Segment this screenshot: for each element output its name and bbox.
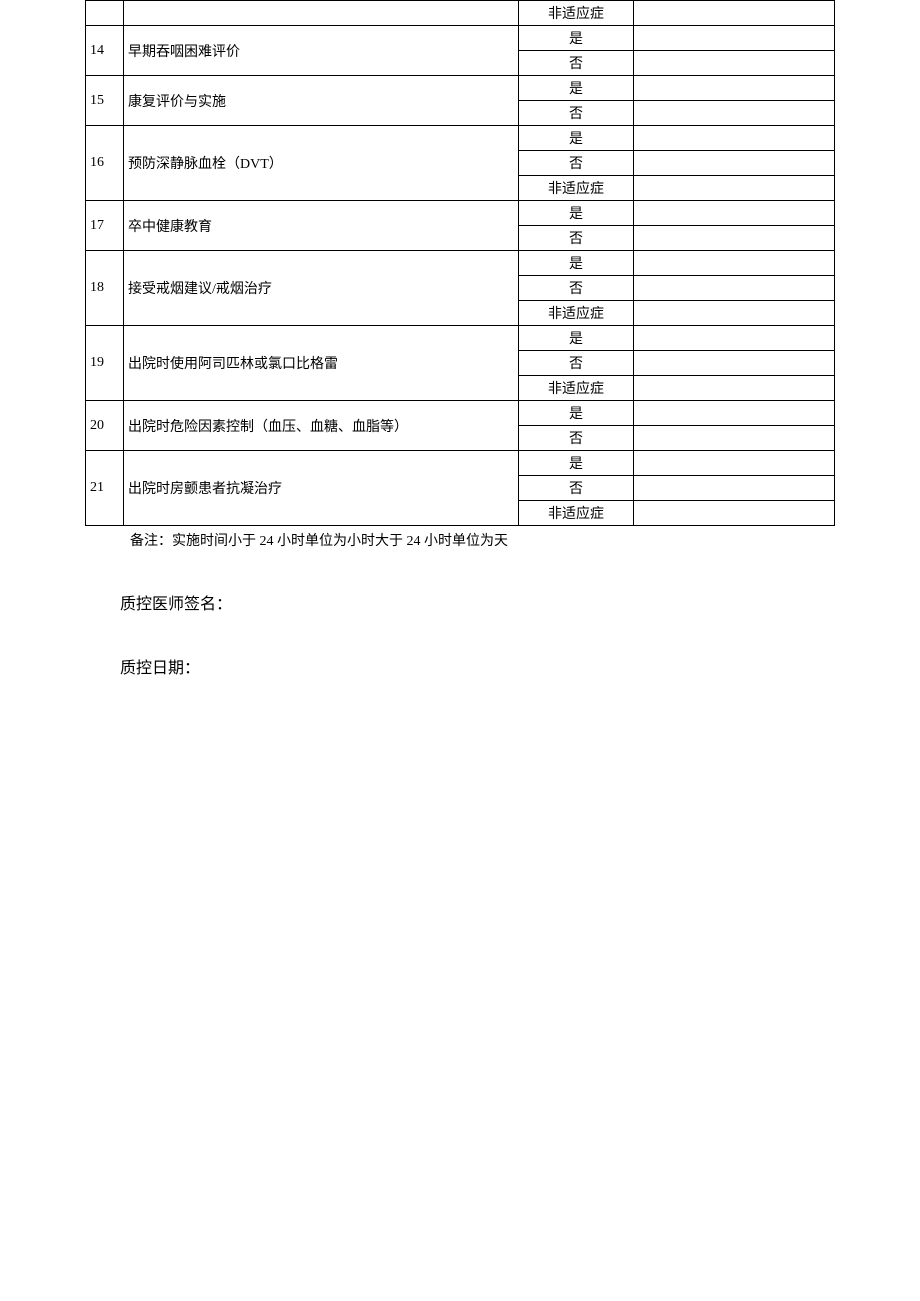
row-description: 出院时使用阿司匹林或氯口比格雷	[124, 326, 519, 401]
option-cell: 否	[519, 476, 634, 501]
row-number: 14	[86, 26, 124, 76]
blank-cell	[634, 151, 835, 176]
option-cell: 否	[519, 426, 634, 451]
option-cell: 是	[519, 251, 634, 276]
blank-cell	[634, 1, 835, 26]
signature-section: 质控医师签名： 质控日期：	[120, 590, 835, 678]
option-cell: 是	[519, 401, 634, 426]
blank-cell	[634, 76, 835, 101]
row-number: 16	[86, 126, 124, 201]
table-row: 16预防深静脉血栓（DVT）是	[86, 126, 835, 151]
blank-cell	[634, 501, 835, 526]
blank-cell	[634, 126, 835, 151]
option-cell: 否	[519, 226, 634, 251]
blank-cell	[634, 376, 835, 401]
row-description: 康复评价与实施	[124, 76, 519, 126]
doctor-signature-label: 质控医师签名：	[120, 590, 835, 614]
row-number: 18	[86, 251, 124, 326]
row-description: 卒中健康教育	[124, 201, 519, 251]
row-description: 出院时房颤患者抗凝治疗	[124, 451, 519, 526]
option-cell: 非适应症	[519, 1, 634, 26]
option-cell: 非适应症	[519, 176, 634, 201]
table-row: 21出院时房颤患者抗凝治疗是	[86, 451, 835, 476]
row-number: 15	[86, 76, 124, 126]
blank-cell	[634, 301, 835, 326]
blank-cell	[634, 476, 835, 501]
option-cell: 否	[519, 151, 634, 176]
blank-cell	[634, 51, 835, 76]
option-cell: 是	[519, 201, 634, 226]
option-cell: 否	[519, 276, 634, 301]
table-row: 20出院时危险因素控制（血压、血糖、血脂等）是	[86, 401, 835, 426]
table-row: 非适应症	[86, 1, 835, 26]
blank-cell	[634, 426, 835, 451]
option-cell: 非适应症	[519, 301, 634, 326]
page-container: 非适应症14早期吞咽困难评价是否15康复评价与实施是否16预防深静脉血栓（DVT…	[0, 0, 920, 678]
blank-cell	[634, 451, 835, 476]
row-number	[86, 1, 124, 26]
option-cell: 是	[519, 76, 634, 101]
row-description	[124, 1, 519, 26]
row-number: 17	[86, 201, 124, 251]
row-description: 预防深静脉血栓（DVT）	[124, 126, 519, 201]
row-description: 接受戒烟建议/戒烟治疗	[124, 251, 519, 326]
blank-cell	[634, 26, 835, 51]
option-cell: 否	[519, 351, 634, 376]
blank-cell	[634, 251, 835, 276]
option-cell: 非适应症	[519, 376, 634, 401]
option-cell: 非适应症	[519, 501, 634, 526]
blank-cell	[634, 101, 835, 126]
option-cell: 否	[519, 101, 634, 126]
table-row: 18接受戒烟建议/戒烟治疗是	[86, 251, 835, 276]
row-description: 早期吞咽困难评价	[124, 26, 519, 76]
qc-date-label: 质控日期：	[120, 654, 835, 678]
option-cell: 是	[519, 126, 634, 151]
blank-cell	[634, 351, 835, 376]
table-row: 19出院时使用阿司匹林或氯口比格雷是	[86, 326, 835, 351]
blank-cell	[634, 176, 835, 201]
blank-cell	[634, 401, 835, 426]
table-row: 15康复评价与实施是	[86, 76, 835, 101]
blank-cell	[634, 201, 835, 226]
row-number: 21	[86, 451, 124, 526]
table-row: 17卒中健康教育是	[86, 201, 835, 226]
blank-cell	[634, 326, 835, 351]
row-number: 19	[86, 326, 124, 401]
option-cell: 否	[519, 51, 634, 76]
option-cell: 是	[519, 26, 634, 51]
row-number: 20	[86, 401, 124, 451]
row-description: 出院时危险因素控制（血压、血糖、血脂等）	[124, 401, 519, 451]
table-note: 备注：实施时间小于 24 小时单位为小时大于 24 小时单位为天	[130, 530, 835, 550]
blank-cell	[634, 276, 835, 301]
option-cell: 是	[519, 326, 634, 351]
blank-cell	[634, 226, 835, 251]
quality-control-table: 非适应症14早期吞咽困难评价是否15康复评价与实施是否16预防深静脉血栓（DVT…	[85, 0, 835, 526]
option-cell: 是	[519, 451, 634, 476]
table-row: 14早期吞咽困难评价是	[86, 26, 835, 51]
